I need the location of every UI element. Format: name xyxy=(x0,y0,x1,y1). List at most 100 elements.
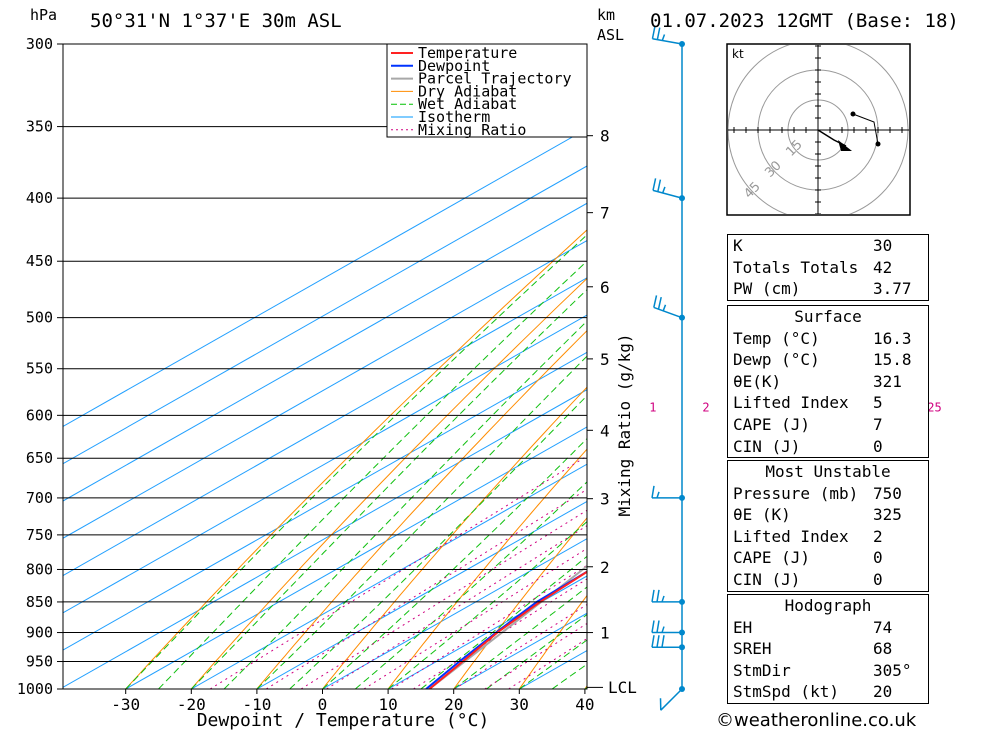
table-row: K 30 xyxy=(728,235,928,257)
index-label: Totals Totals xyxy=(733,257,859,277)
temp-tick-label: -30 xyxy=(111,695,140,714)
mixing-ratio-line xyxy=(391,564,587,689)
index-value: 0 xyxy=(873,548,883,568)
legend-label: Dewpoint xyxy=(418,57,490,75)
isotherm-line xyxy=(63,277,587,577)
index-value: 0 xyxy=(873,569,883,589)
plot-frame xyxy=(62,43,588,690)
dry-adiabat-line xyxy=(453,517,587,689)
wind-barb-flag xyxy=(661,186,666,194)
wind-barb-shaft xyxy=(652,38,683,45)
wind-barb-flag xyxy=(651,620,655,633)
wind-barb-shaft xyxy=(660,688,683,711)
table-row: EH 74 xyxy=(728,617,928,639)
km-tick-label: 3 xyxy=(600,490,610,509)
temp-tick-label: -20 xyxy=(177,695,206,714)
pressure-tick-label: 650 xyxy=(26,449,53,467)
temp-tick-label: -10 xyxy=(242,695,271,714)
mixing-ratio-line xyxy=(326,525,587,689)
mixing-ratio-line xyxy=(300,509,587,689)
temp-tick-label: 40 xyxy=(575,695,594,714)
km-tick-label: 5 xyxy=(600,350,610,369)
index-value: 321 xyxy=(873,371,902,391)
footer-credit: ©weatheronline.co.uk xyxy=(716,710,917,731)
lcl-label: LCL xyxy=(608,678,637,697)
table-row: StmDir 305° xyxy=(728,660,928,682)
index-label: Temp (°C) xyxy=(733,328,820,348)
index-value: 0 xyxy=(873,436,883,456)
table-row: Totals Totals 42 xyxy=(728,257,928,279)
km-tick-label: 2 xyxy=(600,558,610,577)
legend-label: Temperature xyxy=(418,44,517,62)
table-row: Lifted Index 2 xyxy=(728,526,928,548)
x-axis-label: Dewpoint / Temperature (°C) xyxy=(197,710,490,731)
isotherm-line xyxy=(256,500,587,689)
table-row: CAPE (J) 0 xyxy=(728,547,928,569)
mixing-ratio-label: 25 xyxy=(927,400,941,414)
pressure-tick-label: 800 xyxy=(26,560,53,578)
wind-barb-flag xyxy=(657,179,662,192)
temp-tick-label: 0 xyxy=(318,695,328,714)
index-value: 750 xyxy=(873,483,902,503)
index-value: 30 xyxy=(873,236,893,255)
index-value: 16.3 xyxy=(873,328,912,348)
table-row: CAPE (J) 7 xyxy=(728,414,928,436)
wind-barb-flag xyxy=(656,635,660,648)
hodograph-wind-trace xyxy=(852,113,879,145)
index-label: θE(K) xyxy=(733,371,782,391)
index-value: 2 xyxy=(873,526,883,546)
index-value: 5 xyxy=(873,393,883,413)
hodograph-wind-dot xyxy=(875,141,881,147)
wet-adiabat-line xyxy=(387,520,587,689)
pressure-tick-label: 600 xyxy=(26,406,53,424)
isotherm-line xyxy=(191,463,587,689)
mixing-ratio-label: 1 xyxy=(649,400,656,414)
series-parcel-trajectory xyxy=(428,564,587,689)
km-tick-label: 4 xyxy=(600,421,610,440)
table-row: Dewp (°C) 15.8 xyxy=(728,349,928,371)
mixing-ratio-label: 2 xyxy=(702,400,709,414)
index-value: 15.8 xyxy=(873,350,912,370)
wind-barb-flag xyxy=(656,491,660,499)
wind-barb-flag xyxy=(656,589,660,603)
wind-barb-flag xyxy=(656,27,661,40)
table-row: StmSpd (kt) 20 xyxy=(728,681,928,703)
legend-label: Wet Adiabat xyxy=(418,95,517,113)
wind-barb-flag xyxy=(661,595,665,603)
table-row: Pressure (mb) 750 xyxy=(728,483,928,505)
temp-tick-label: 10 xyxy=(378,695,397,714)
storm-motion-arrow xyxy=(838,140,852,151)
unit-km: km xyxy=(597,6,616,24)
hodograph-unit: kt xyxy=(732,47,744,61)
mixing-ratio-line xyxy=(209,455,587,689)
isotherm-line xyxy=(63,128,587,428)
mixing-ratio-line xyxy=(508,638,587,689)
table-row: θE (K) 325 xyxy=(728,504,928,526)
pressure-tick-label: 950 xyxy=(26,653,53,671)
isotherm-line xyxy=(63,165,587,465)
table-row: CIN (J) 0 xyxy=(728,569,928,591)
wind-barb-flag xyxy=(651,635,655,648)
unit-hpa: hPa xyxy=(30,6,58,24)
temp-tick-label: 30 xyxy=(510,695,529,714)
index-value: 325 xyxy=(873,505,902,525)
pressure-tick-label: 1000 xyxy=(17,680,53,698)
datetime-title: 01.07.2023 12GMT (Base: 18) xyxy=(650,10,959,32)
wet-adiabat-line xyxy=(125,234,587,689)
surface-table: Surface Temp (°C) 16.3 Dewp (°C) 15.8 θE(K) 32… xyxy=(727,305,929,459)
mixing-ratio-line xyxy=(265,488,587,689)
index-label: CIN (J) xyxy=(733,569,801,589)
table-title: Hodograph xyxy=(784,596,872,615)
wind-barb-flag xyxy=(651,485,655,499)
series-dewpoint xyxy=(425,570,587,689)
index-value: 305° xyxy=(873,660,912,680)
index-label: SREH xyxy=(733,639,772,659)
index-label: CAPE (J) xyxy=(733,548,811,568)
index-value: 7 xyxy=(873,414,883,434)
legend-label: Mixing Ratio xyxy=(418,121,526,139)
wet-adiabat-line xyxy=(486,613,587,689)
index-label: θE (K) xyxy=(733,505,791,525)
